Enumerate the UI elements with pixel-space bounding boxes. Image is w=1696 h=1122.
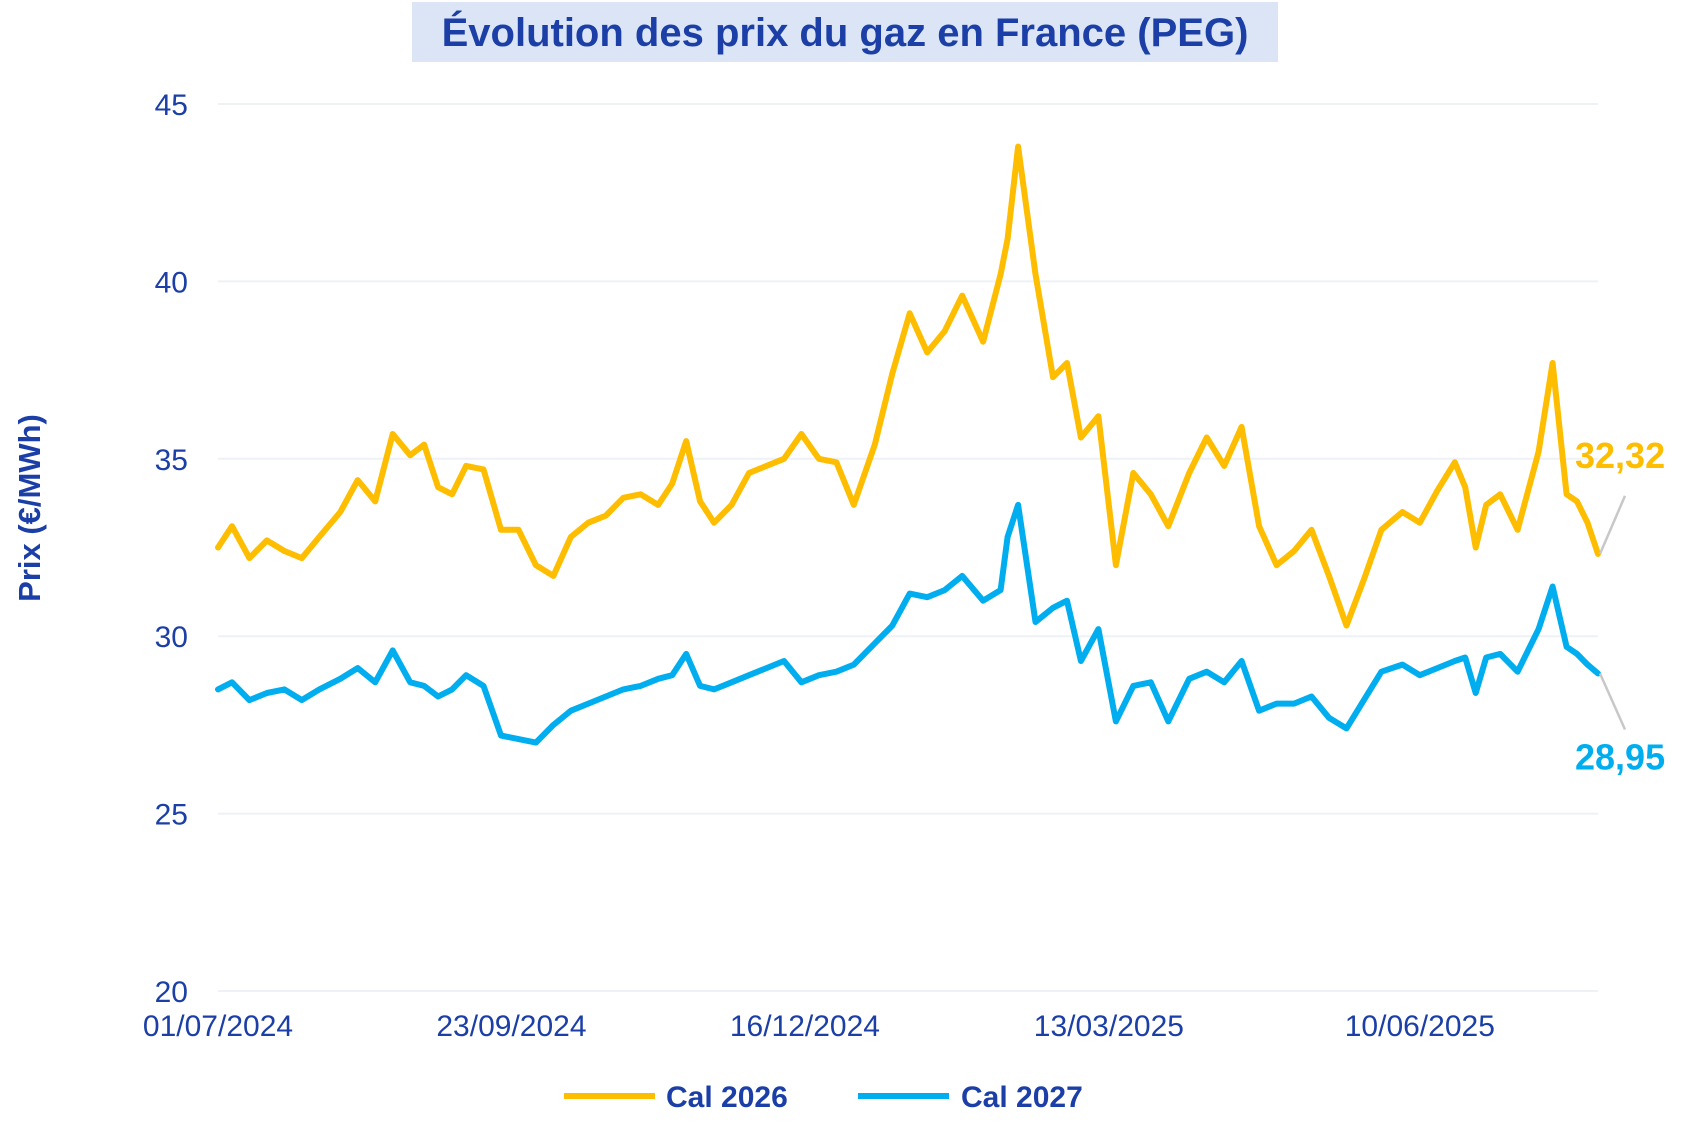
y-tick-label: 20 (155, 976, 188, 1009)
x-tick-label: 13/03/2025 (1034, 1010, 1184, 1043)
legend-label-cal-2027: Cal 2027 (961, 1081, 1083, 1114)
gridlines (218, 103, 1598, 992)
y-tick-label: 30 (155, 621, 188, 654)
end-label-connector (1598, 672, 1627, 730)
y-tick-label: 35 (155, 444, 188, 477)
legend: Cal 2026 Cal 2027 (564, 1081, 1083, 1114)
x-tick-labels: 01/07/2024 23/09/2024 16/12/2024 13/03/2025… (143, 1010, 1495, 1043)
y-tick-label: 25 (155, 799, 188, 832)
y-tick-label: 40 (155, 266, 188, 299)
series-lines (215, 143, 1601, 746)
x-tick-label: 01/07/2024 (143, 1010, 293, 1043)
y-tick-label: 45 (155, 89, 188, 122)
x-tick-label: 16/12/2024 (730, 1010, 880, 1043)
end-value-label: 32,32 (1575, 435, 1665, 476)
series-line-cal-2026 (215, 143, 1601, 629)
title-background (412, 2, 1278, 62)
x-tick-label: 10/06/2025 (1345, 1010, 1495, 1043)
x-tick-label: 23/09/2024 (436, 1010, 586, 1043)
end-label-connector (1598, 495, 1627, 555)
y-axis-title: Prix (€/MWh) (12, 414, 47, 602)
end-value-label: 28,95 (1575, 736, 1665, 777)
y-tick-labels: 20 25 30 35 40 45 (155, 89, 188, 1009)
chart-title: Évolution des prix du gaz en France (PEG… (442, 10, 1249, 55)
legend-label-cal-2026: Cal 2026 (666, 1081, 788, 1114)
series-line-cal-2027 (215, 501, 1601, 746)
end-labels: 32,32 28,95 (1575, 435, 1665, 778)
